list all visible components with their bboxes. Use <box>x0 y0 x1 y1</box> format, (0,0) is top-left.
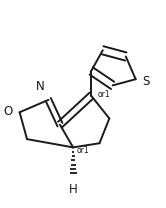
Text: H: H <box>69 182 78 196</box>
Text: O: O <box>3 105 13 118</box>
Text: or1: or1 <box>76 146 89 155</box>
Text: S: S <box>142 75 150 88</box>
Text: N: N <box>36 80 44 93</box>
Text: or1: or1 <box>98 90 110 99</box>
